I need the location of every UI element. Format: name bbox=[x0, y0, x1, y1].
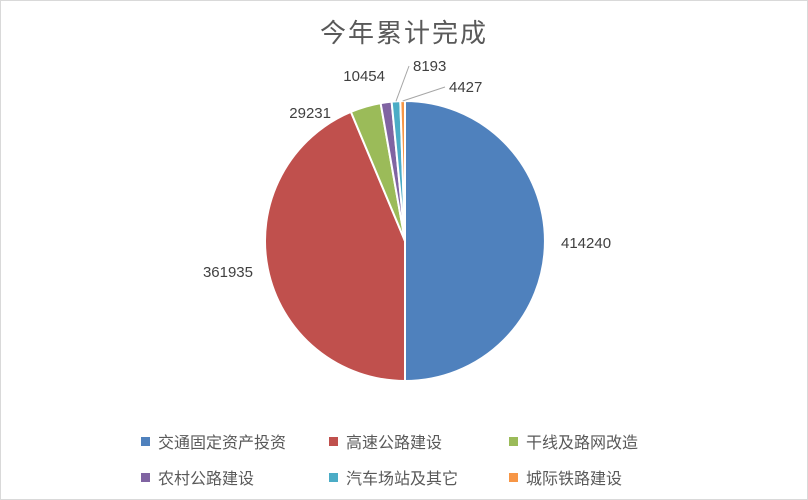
legend-item: 高速公路建设 bbox=[329, 429, 509, 453]
data-label: 10454 bbox=[343, 68, 385, 85]
legend-item: 汽车场站及其它 bbox=[329, 465, 509, 489]
data-label: 4427 bbox=[449, 79, 482, 96]
legend-item: 干线及路网改造 bbox=[509, 429, 689, 453]
legend-swatch-icon bbox=[141, 436, 150, 446]
pie-slice bbox=[404, 99, 546, 383]
data-label: 8193 bbox=[413, 58, 446, 75]
legend-label: 干线及路网改造 bbox=[526, 433, 639, 452]
legend-label: 农村公路建设 bbox=[158, 469, 255, 488]
legend-swatch-icon bbox=[509, 436, 518, 446]
legend-swatch-icon bbox=[329, 472, 338, 482]
legend-item: 城际铁路建设 bbox=[509, 465, 689, 489]
legend-label: 汽车场站及其它 bbox=[346, 469, 459, 488]
leader-line bbox=[402, 86, 446, 102]
legend-item: 农村公路建设 bbox=[141, 465, 329, 489]
chart-title: 今年累计完成 bbox=[319, 19, 488, 49]
legend-label: 交通固定资产投资 bbox=[158, 433, 287, 452]
pie-slice bbox=[399, 99, 406, 242]
legend-swatch-icon bbox=[329, 436, 338, 446]
leader-line bbox=[395, 65, 410, 102]
legend: 交通固定资产投资 高速公路建设 干线及路网改造 农村公路建设 汽车场站及其它 城… bbox=[141, 429, 701, 489]
data-label: 361935 bbox=[203, 264, 253, 281]
legend-swatch-icon bbox=[141, 472, 150, 482]
legend-label: 高速公路建设 bbox=[346, 433, 443, 452]
data-label: 414240 bbox=[561, 235, 611, 252]
data-label: 29231 bbox=[289, 105, 331, 122]
legend-item: 交通固定资产投资 bbox=[141, 429, 329, 453]
legend-swatch-icon bbox=[509, 472, 518, 482]
legend-label: 城际铁路建设 bbox=[526, 469, 623, 488]
pie-slice bbox=[264, 110, 406, 383]
